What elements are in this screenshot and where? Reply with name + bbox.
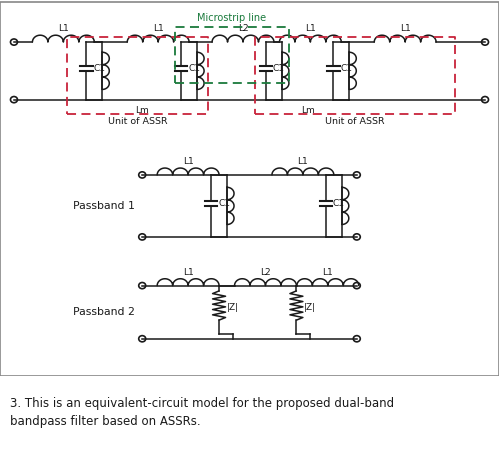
Text: |Z|: |Z| [227,303,239,312]
Text: C1: C1 [333,199,345,208]
Text: 3. This is an equivalent-circuit model for the proposed dual-band
bandpass filte: 3. This is an equivalent-circuit model f… [10,397,394,428]
Text: L1: L1 [400,24,411,33]
Text: Unit of ASSR: Unit of ASSR [108,118,167,126]
Text: L2: L2 [260,268,271,277]
Text: Microstrip line: Microstrip line [198,13,266,23]
Text: Lm: Lm [301,106,314,115]
Text: L1: L1 [58,24,69,33]
Text: L1: L1 [322,268,333,277]
Text: L1: L1 [153,24,164,33]
Text: C1: C1 [93,64,105,73]
Text: C1: C1 [340,64,352,73]
Text: L1: L1 [297,157,308,166]
Text: L2: L2 [238,24,249,33]
Text: C1: C1 [218,199,230,208]
Text: Unit of ASSR: Unit of ASSR [325,118,385,126]
Text: L1: L1 [183,268,194,277]
Text: L1: L1 [305,24,316,33]
Text: Lm: Lm [135,106,149,115]
Text: |Z|: |Z| [304,303,316,312]
Text: C1: C1 [273,64,285,73]
Text: Passband 1: Passband 1 [73,201,135,211]
Text: L1: L1 [183,157,194,166]
Text: Passband 2: Passband 2 [73,307,135,317]
Text: C1: C1 [188,64,200,73]
